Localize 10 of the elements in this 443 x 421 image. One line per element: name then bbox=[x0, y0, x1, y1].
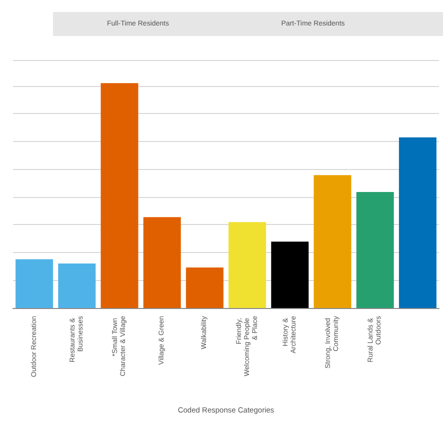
bar bbox=[58, 263, 96, 308]
bar bbox=[143, 217, 181, 308]
bar bbox=[314, 175, 352, 308]
bar bbox=[398, 137, 436, 308]
bar bbox=[100, 83, 138, 308]
bar bbox=[16, 259, 54, 308]
bar bbox=[356, 192, 394, 308]
bar bbox=[228, 222, 266, 308]
bar bbox=[271, 242, 309, 308]
bar bbox=[186, 268, 224, 308]
